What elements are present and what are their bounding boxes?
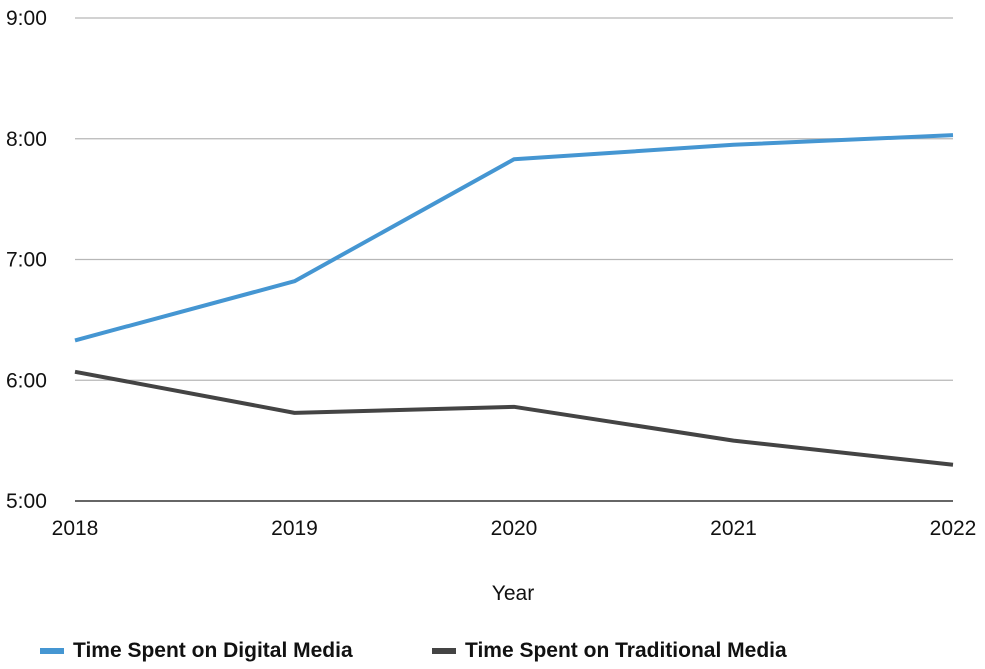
x-tick-label: 2021 (710, 517, 757, 540)
x-tick-label: 2019 (271, 517, 318, 540)
legend: Time Spent on Digital Media Time Spent on… (40, 639, 787, 662)
y-tick-label: 5:00 (6, 490, 47, 513)
x-tick-label: 2022 (930, 517, 977, 540)
x-tick-label: 2018 (52, 517, 99, 540)
legend-label: Time Spent on Traditional Media (465, 639, 787, 662)
legend-swatch (432, 648, 456, 654)
y-tick-label: 7:00 (6, 249, 47, 272)
series-line-0 (74, 133, 954, 343)
y-tick-label: 9:00 (6, 7, 47, 30)
legend-label: Time Spent on Digital Media (73, 639, 353, 662)
series-line-1 (74, 369, 954, 467)
legend-swatch (40, 648, 64, 654)
y-tick-label: 6:00 (6, 369, 47, 392)
gridlines (75, 17, 953, 502)
x-axis-title: Year (492, 582, 534, 605)
x-tick-label: 2020 (491, 517, 538, 540)
series-lines (74, 133, 954, 467)
y-tick-label: 8:00 (6, 128, 47, 151)
y-axis-ticks: 5:00 6:00 7:00 8:00 9:00 (6, 7, 47, 513)
x-axis-ticks: 2018 2019 2020 2021 2022 (52, 517, 977, 540)
